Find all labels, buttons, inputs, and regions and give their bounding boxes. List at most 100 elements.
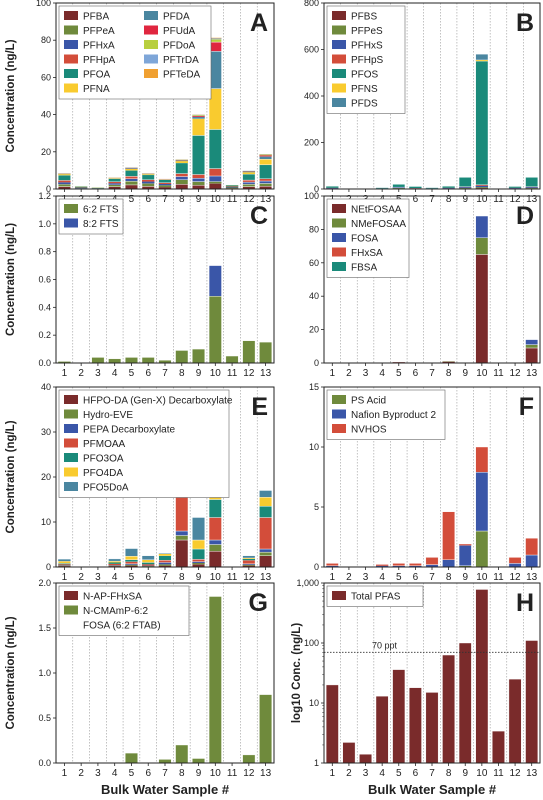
legend-label-line: PFO4DA <box>83 468 123 479</box>
bar-segment <box>175 350 189 364</box>
legend-label: 6:2 FTS <box>83 205 119 216</box>
bar-segment <box>242 183 256 187</box>
x-tick-label: 11 <box>493 194 504 205</box>
bar-segment <box>192 348 205 364</box>
bar-segment <box>242 173 256 181</box>
bar-segment <box>192 174 205 179</box>
bar-segment <box>192 178 205 182</box>
legend-swatch <box>332 218 346 228</box>
x-tick-label: 2 <box>346 368 352 379</box>
legend-label: PFDA <box>163 12 190 23</box>
bar-segment <box>192 539 205 550</box>
bar-segment <box>208 499 222 518</box>
bar-segment <box>259 159 273 166</box>
bar-segment <box>192 116 205 119</box>
panel-label: A <box>250 9 268 37</box>
legend-swatch <box>64 11 78 20</box>
bar-segment <box>342 742 356 764</box>
bar-segment <box>208 183 222 190</box>
x-tick-label: 13 <box>526 768 538 779</box>
legend-swatch <box>144 54 158 64</box>
x-axis-label: Bulk Water Sample # <box>368 782 497 797</box>
bar-segment <box>74 186 88 188</box>
bar-segment <box>209 38 222 40</box>
bar-segment <box>225 186 239 187</box>
bar-segment <box>242 558 256 559</box>
y-tick-label: 80 <box>309 224 319 234</box>
bar-segment <box>475 254 489 364</box>
x-tick-label: 11 <box>493 368 504 379</box>
bar-segment <box>192 118 205 136</box>
x-tick-label: 8 <box>179 768 185 779</box>
bar-segment <box>142 564 155 566</box>
legend-label: PFPeA <box>83 26 115 37</box>
legend-swatch <box>64 409 78 419</box>
bar-segment <box>475 187 488 189</box>
y-tick-label: 200 <box>304 138 319 148</box>
x-tick-label: 3 <box>363 768 369 779</box>
bar-segment <box>58 180 71 183</box>
bar-segment <box>459 544 472 546</box>
y-tick-label: 100 <box>304 638 319 648</box>
x-tick-label: 4 <box>379 572 385 583</box>
x-tick-label: 2 <box>346 572 352 583</box>
panel-label: D <box>516 202 534 230</box>
x-tick-label: 6 <box>413 194 419 205</box>
bar-segment <box>376 565 389 567</box>
x-tick-label: 12 <box>243 768 255 779</box>
legend-swatch <box>64 467 78 477</box>
x-tick-label: 8 <box>446 368 452 379</box>
x-tick-label: 7 <box>429 368 435 379</box>
bar-segment <box>225 187 239 189</box>
bar-segment <box>192 561 205 563</box>
x-tick-label: 8 <box>179 572 185 583</box>
legend-swatch <box>64 54 78 64</box>
legend-label: PFNS <box>351 84 378 95</box>
bar-segment <box>108 178 121 179</box>
bar-segment <box>142 181 155 184</box>
bar-segment <box>175 176 189 180</box>
x-tick-label: 3 <box>363 572 369 583</box>
legend-swatch <box>64 40 78 49</box>
bar-segment <box>208 596 222 764</box>
legend-swatch <box>64 218 78 228</box>
x-tick-label: 12 <box>243 194 255 205</box>
panel-g: 0.00.51.01.52.01 2 3 4 5 6 7 8 9 10 11 12 13GConcent… <box>5 578 275 797</box>
bar-segment <box>175 173 189 177</box>
bar-segment <box>475 215 489 238</box>
bar-segment <box>409 563 422 567</box>
y-tick-label: 10 <box>309 442 319 452</box>
bar-segment <box>108 558 122 562</box>
legend-box <box>58 198 124 235</box>
legend-box <box>326 585 424 607</box>
panel-a: 02040608010012345678910111213AConcentrat… <box>5 0 275 205</box>
bar-segment <box>492 730 505 764</box>
bar-segment <box>425 557 439 565</box>
x-tick-label: 4 <box>379 368 385 379</box>
x-tick-label: 7 <box>162 768 168 779</box>
bar-segment <box>475 60 489 186</box>
bar-segment <box>108 181 121 184</box>
legend-label: PFOS <box>351 70 379 81</box>
legend-swatch <box>64 591 78 600</box>
x-tick-label: 13 <box>260 368 272 379</box>
bar-segment <box>475 185 488 188</box>
legend-label-line: PFBS <box>351 12 377 23</box>
legend-swatch <box>64 424 78 433</box>
bar-segment <box>125 561 138 565</box>
y-tick-label: 80 <box>41 35 51 45</box>
x-tick-label: 9 <box>462 768 468 779</box>
legend-swatch <box>332 11 346 20</box>
legend-box <box>326 5 406 114</box>
legend-label: PFO3OA <box>83 454 124 465</box>
bar-segment <box>409 687 422 764</box>
x-tick-label: 2 <box>78 768 84 779</box>
bar-segment <box>259 551 273 556</box>
bar-segment <box>392 669 406 764</box>
bar-segment <box>208 544 222 552</box>
x-tick-label: 1 <box>62 368 68 379</box>
bar-segment <box>108 183 121 185</box>
x-tick-label: 5 <box>396 768 402 779</box>
bar-segment <box>208 551 222 568</box>
